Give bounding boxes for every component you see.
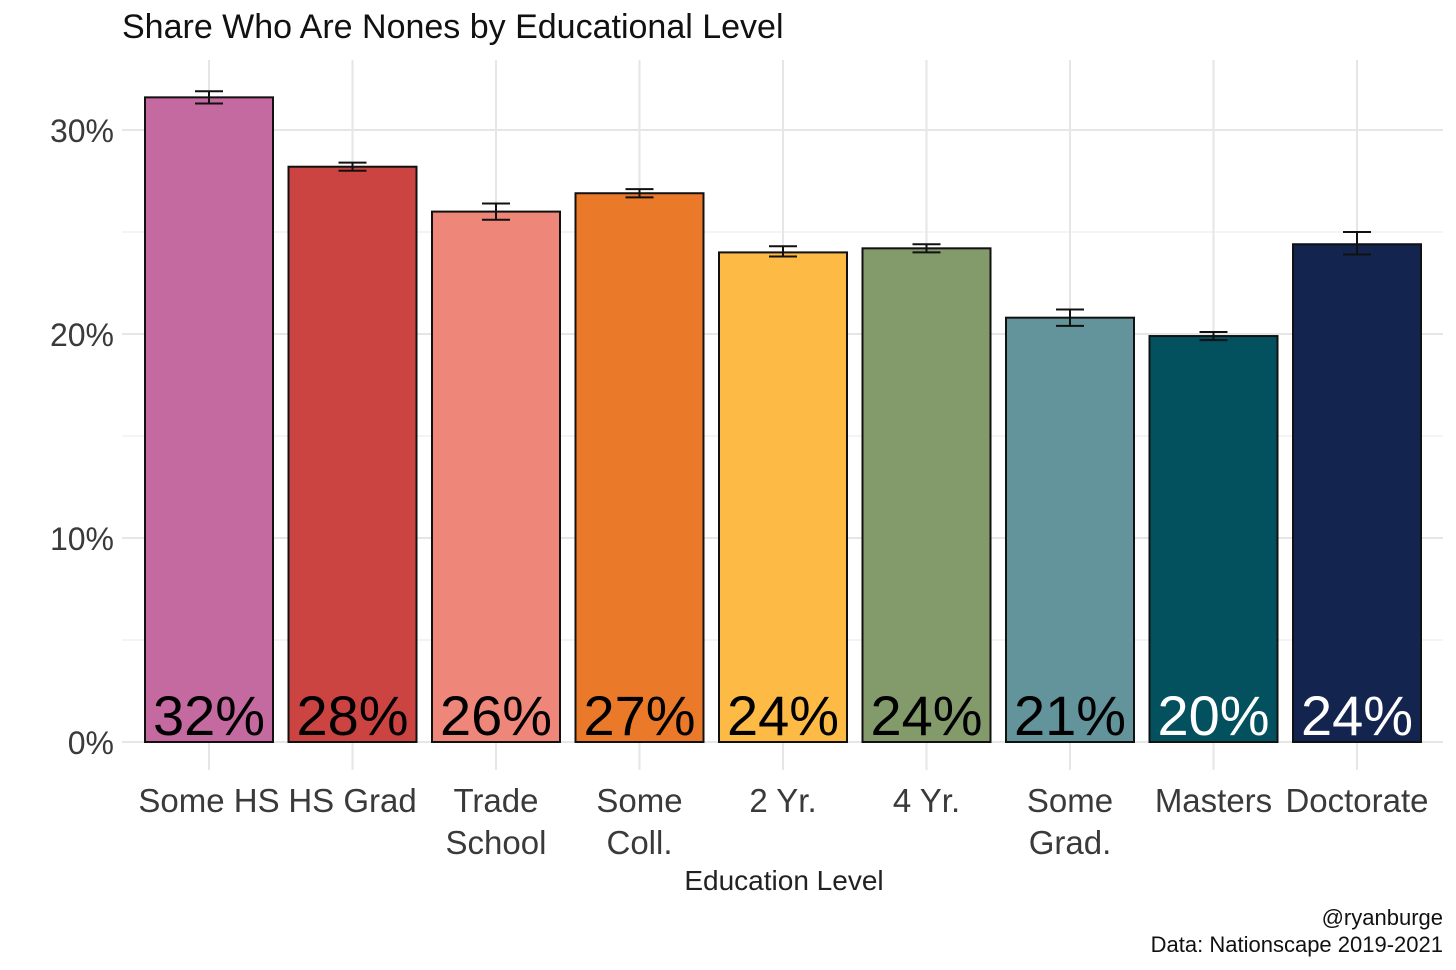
y-tick-label: 10% [50,521,114,557]
data-label: 24% [727,684,839,747]
y-axis-ticks: 0% 10% 20% 30% [50,113,114,761]
y-tick-label: 0% [68,725,114,761]
bar [861,247,992,743]
data-source: Data: Nationscape 2019-2021 [1151,932,1443,957]
x-tick-label: Trade [454,782,539,819]
bar [574,192,705,744]
x-tick-label: HS Grad [288,782,416,819]
y-tick-label: 20% [50,317,114,353]
x-tick-label: Some [596,782,682,819]
error-bar [625,188,654,199]
author-credit: @ryanburge [1322,905,1443,930]
x-tick-label: 4 Yr. [893,782,960,819]
bar [718,251,848,743]
bar [1148,335,1279,743]
data-label: 20% [1157,684,1269,747]
data-label: 24% [1301,684,1413,747]
data-label: 27% [583,684,695,747]
x-axis-title: Education Level [684,865,883,896]
error-bar [195,90,223,105]
x-tick-label: Doctorate [1285,782,1428,819]
x-tick-label: Grad. [1029,824,1112,861]
data-label: 24% [870,684,982,747]
x-tick-label: Coll. [606,824,672,861]
data-label: 32% [153,684,265,747]
x-tick-label: School [446,824,547,861]
chart-title: Share Who Are Nones by Educational Level [122,8,784,46]
error-bar [1056,308,1084,327]
error-bar [769,245,797,258]
data-label: 21% [1014,684,1126,747]
x-tick-label: Masters [1155,782,1272,819]
x-tick-label: Some [1027,782,1113,819]
data-label: 28% [296,684,408,747]
bars [144,96,1422,744]
bar [1292,243,1422,744]
error-bar [1199,330,1228,342]
bar [287,165,418,744]
error-bar [1343,231,1371,256]
y-tick-label: 30% [50,113,114,149]
x-axis-ticks: Some HS HS Grad Trade School Some Coll. 2 Yr. 4… [138,782,1428,861]
error-bar [912,243,941,254]
data-label: 26% [440,684,552,747]
bar [431,210,561,744]
error-bar [338,161,367,172]
x-tick-label: 2 Yr. [749,782,816,819]
x-tick-label: Some HS [138,782,279,819]
bar [1005,316,1135,743]
data-labels: 32% 28% 26% 27% 24% 24% 21% 20% 24% [153,684,1413,747]
bar [144,96,274,744]
error-bar [482,202,510,221]
error-bars [195,90,1371,342]
